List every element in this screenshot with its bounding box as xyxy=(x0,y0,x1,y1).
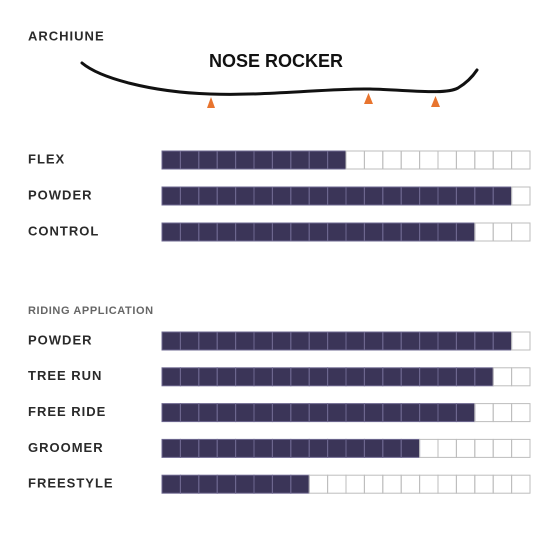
rating-cell xyxy=(492,150,513,170)
rating-cell xyxy=(345,150,365,170)
rating-cell xyxy=(419,438,439,458)
rating-fill xyxy=(162,223,475,241)
rating-cell xyxy=(511,331,531,351)
rating-cell xyxy=(511,474,531,494)
rating-cell xyxy=(437,438,457,458)
rating-cell xyxy=(400,150,421,170)
rating-cell xyxy=(511,438,531,458)
rating-cell xyxy=(492,367,513,387)
rating-cell xyxy=(437,150,457,170)
brand: ARCHIUNE xyxy=(28,28,105,43)
rating-label: POWDER xyxy=(28,332,93,347)
rating-cell xyxy=(492,438,513,458)
rating-cell xyxy=(419,474,439,494)
contact-point xyxy=(431,96,440,107)
board-profile xyxy=(80,61,479,96)
rating-cell xyxy=(308,474,329,494)
rating-cell xyxy=(455,150,476,170)
rating-cell xyxy=(511,186,531,206)
rating-cell xyxy=(363,150,384,170)
rating-cell xyxy=(455,438,476,458)
rating-label: CONTROL xyxy=(28,223,99,238)
rating-label: FLEX xyxy=(28,151,65,166)
contact-point xyxy=(364,93,373,104)
rating-cell xyxy=(474,403,494,423)
rating-cell xyxy=(492,403,513,423)
rating-label: GROOMER xyxy=(28,440,104,455)
rating-cell xyxy=(492,474,513,494)
rating-cell xyxy=(511,403,531,423)
profile-label: NOSE ROCKER xyxy=(209,51,343,71)
rating-cell xyxy=(474,474,494,494)
rating-label: FREE RIDE xyxy=(28,404,106,419)
rating-cell xyxy=(511,150,531,170)
rating-cell xyxy=(382,474,402,494)
rating-cell xyxy=(511,222,531,242)
rating-label: POWDER xyxy=(28,187,93,202)
contact-point xyxy=(207,97,215,108)
rating-cell xyxy=(474,438,494,458)
rating-cell xyxy=(511,367,531,387)
rating-cell xyxy=(345,474,365,494)
rating-cell xyxy=(363,474,384,494)
rating-cell xyxy=(474,150,494,170)
rating-fill xyxy=(162,187,512,205)
rating-label: TREE RUN xyxy=(28,368,102,383)
rating-cell xyxy=(437,474,457,494)
rating-cell xyxy=(492,222,513,242)
rating-cell xyxy=(419,150,439,170)
rating-cell xyxy=(382,150,402,170)
section-title: RIDING APPLICATION xyxy=(28,305,154,317)
rating-cell xyxy=(474,222,494,242)
rating-fill xyxy=(162,332,512,350)
rating-fill xyxy=(162,403,475,422)
rating-cell xyxy=(455,474,476,494)
rating-cell xyxy=(400,474,421,494)
rating-label: FREESTYLE xyxy=(28,476,114,491)
rating-cell xyxy=(327,474,347,494)
